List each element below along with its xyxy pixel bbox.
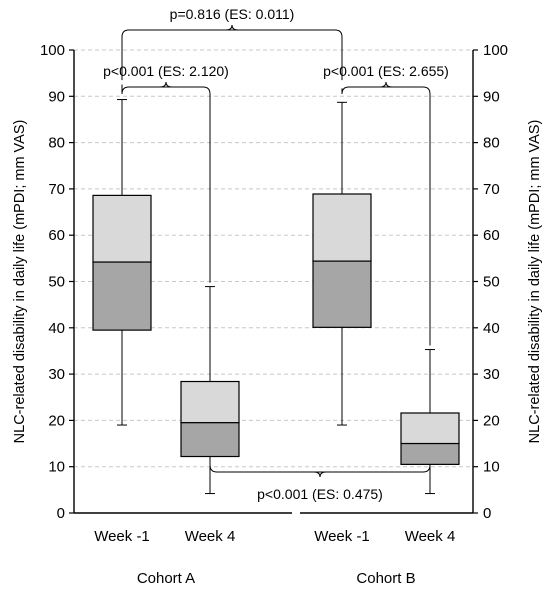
x-category-label: Week -1	[314, 528, 370, 545]
y-tick-label-right: 60	[483, 227, 500, 244]
x-category-label: Week 4	[405, 528, 456, 545]
y-tick-label-right: 90	[483, 88, 500, 105]
box-lower-quartile	[92, 261, 152, 331]
y-tick-label-right: 80	[483, 135, 500, 152]
comparison-cohort-a-label: p<0.001 (ES: 2.120)	[103, 63, 229, 79]
y-tick-label-right: 20	[483, 412, 500, 429]
comparison-cohort-b-bracket	[341, 86, 431, 346]
y-tick-label-right: 30	[483, 366, 500, 383]
boxes	[92, 99, 460, 495]
comparison-cohort-b-bracket-tip	[379, 81, 393, 88]
box-lower-quartile	[180, 422, 240, 458]
y-tick-label-right: 0	[483, 505, 491, 522]
comparison-week4-bracket	[209, 462, 431, 473]
cohort-label: Cohort A	[137, 570, 195, 587]
annotations: p=0.816 (ES: 0.011) p<0.001 (ES: 2.120) p<…	[103, 6, 449, 502]
x-category-label: Week -1	[94, 528, 150, 545]
comparison-baseline-label: p=0.816 (ES: 0.011)	[170, 6, 295, 22]
x-category-label: Week 4	[185, 528, 236, 545]
y-tick-label-left: 50	[48, 274, 65, 291]
y-tick-label-right: 50	[483, 274, 500, 291]
comparison-week4-bracket-tip	[313, 471, 327, 478]
comparison-cohort-a-bracket-tip	[159, 81, 173, 88]
labels: 0 0 10 10 20 20 30 30 40 40 50 50 60 60 70 70 80 80 90 90 10…	[12, 42, 543, 587]
box-upper-quartile	[312, 193, 372, 262]
cohort-label: Cohort B	[356, 570, 415, 587]
y-tick-label-left: 40	[48, 320, 65, 337]
y-tick-label-left: 0	[57, 505, 65, 522]
box-upper-quartile	[180, 380, 240, 424]
y-tick-label-left: 30	[48, 366, 65, 383]
y-tick-label-right: 70	[483, 181, 500, 198]
y-tick-label-right: 10	[483, 459, 500, 476]
comparison-week4-label: p<0.001 (ES: 0.475)	[257, 486, 383, 502]
y-tick-label-left: 60	[48, 227, 65, 244]
y-tick-label-right: 100	[483, 42, 508, 59]
comparison-baseline-bracket-tip	[225, 24, 239, 31]
y-tick-label-left: 20	[48, 412, 65, 429]
y-tick-label-left: 80	[48, 135, 65, 152]
y-axis-title-left: NLC-related disability in daily life (mP…	[12, 120, 28, 444]
y-tick-label-left: 70	[48, 181, 65, 198]
box-lower-quartile	[312, 260, 372, 328]
comparison-baseline-bracket	[121, 29, 343, 81]
y-tick-label-right: 40	[483, 320, 500, 337]
y-tick-label-left: 90	[48, 88, 65, 105]
comparison-cohort-b-label: p<0.001 (ES: 2.655)	[323, 63, 449, 79]
box-upper-quartile	[400, 412, 460, 445]
comparison-cohort-a-bracket	[121, 84, 211, 283]
box-lower-quartile	[400, 442, 460, 465]
y-tick-label-left: 100	[40, 42, 65, 59]
axes	[69, 49, 478, 514]
y-tick-label-left: 10	[48, 459, 65, 476]
y-axis-title-right: NLC-related disability in daily life (mP…	[527, 120, 543, 444]
box-upper-quartile	[92, 194, 152, 263]
